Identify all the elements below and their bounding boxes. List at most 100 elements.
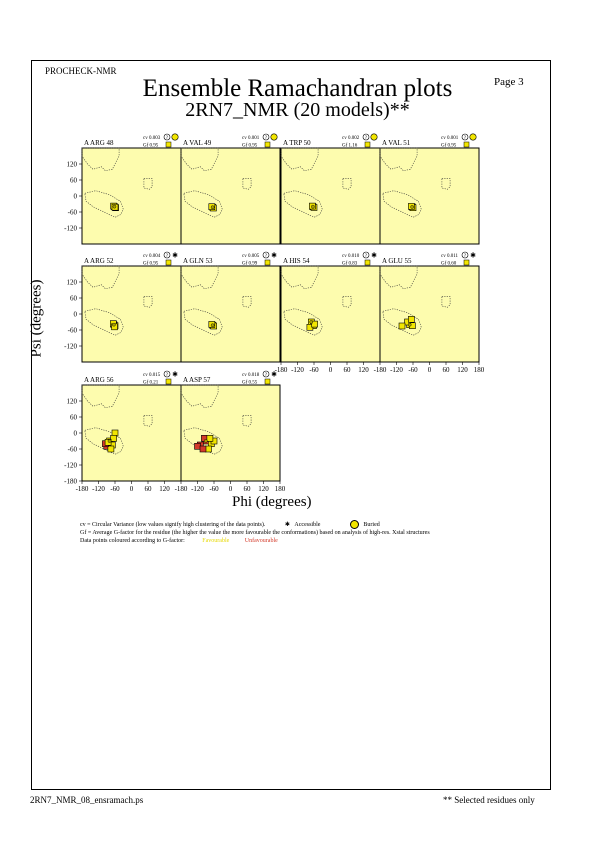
gf-label: Gf 0.83 (342, 262, 358, 267)
accessible-icon: ✱ (371, 252, 377, 260)
y-tick-label: 60 (70, 414, 78, 422)
gf-label: Gf 1.16 (342, 144, 358, 149)
panel-background (180, 384, 281, 482)
gf-colour-swatch (364, 141, 371, 148)
cv-icon (163, 251, 171, 259)
gf-label: Gf 0.95 (441, 144, 457, 149)
cv-icon-mark: ? (166, 373, 169, 378)
accessible-icon: ✱ (284, 521, 290, 528)
x-tick-label: 120 (258, 485, 269, 493)
y-tick-label: -60 (68, 209, 78, 217)
gf-label: Gf 0.55 (242, 381, 258, 386)
allowed-region-outline (183, 190, 223, 218)
residue-label: A TRP 50 (283, 139, 311, 147)
x-tick-label: -120 (291, 366, 304, 374)
legend: cv = Circular Variance (low values signi… (80, 520, 430, 545)
data-point-centre (311, 204, 315, 209)
accessible-icon: ✱ (271, 371, 277, 379)
footer-filename: 2RN7_NMR_08_ensramach.ps (30, 795, 144, 805)
y-tick-label: 0 (74, 311, 78, 319)
residue-label: A ARG 52 (84, 257, 114, 265)
allowed-region-outline (242, 178, 252, 190)
gf-label: Gf 0.99 (242, 262, 258, 267)
allowed-region-outline (280, 265, 319, 290)
x-tick-label: 60 (344, 366, 352, 374)
x-tick-label: 60 (443, 366, 451, 374)
allowed-region-outline (342, 178, 352, 190)
y-tick-label: 120 (67, 398, 78, 406)
y-tick-label: 60 (70, 295, 78, 303)
data-point (408, 315, 415, 323)
cv-label: cv 0.002 (342, 136, 360, 141)
cv-label: cv 0.018 (242, 373, 260, 378)
cv-icon-mark: ? (166, 136, 169, 141)
panel-a-val-49: A VAL 49 cv 0.001 Gf 0.95? (180, 133, 281, 245)
residue-label: A VAL 51 (382, 139, 411, 147)
allowed-region-outline (143, 415, 153, 427)
x-tick-label: -180 (175, 485, 188, 493)
y-tick-label: -60 (68, 446, 78, 454)
cv-icon-mark: ? (265, 373, 268, 378)
x-tick-label: 0 (329, 366, 333, 374)
panel-a-arg-48: A ARG 48 cv 0.003 Gf 0.95? (81, 133, 182, 245)
cv-label: cv 0.011 (441, 254, 459, 259)
gf-colour-swatch (264, 259, 271, 266)
footer-note: ** Selected residues only (443, 795, 535, 805)
legend-favourable: Favourable (202, 538, 230, 544)
y-tick-label: 120 (67, 161, 78, 169)
allowed-region-outline (379, 147, 418, 172)
panel-a-glu-55: A GLU 55 cv 0.011 Gf 0.60? ✱ (379, 251, 480, 363)
x-tick-label: 60 (244, 485, 252, 493)
data-point (398, 322, 406, 330)
allowed-region-outline (283, 190, 323, 218)
x-tick-label: 0 (428, 366, 432, 374)
buried-icon (270, 133, 278, 141)
page-subtitle: 2RN7_NMR (20 models)** (185, 99, 410, 121)
cv-icon (163, 370, 171, 378)
y-tick-label: -180 (64, 478, 77, 486)
panel-a-val-51: A VAL 51 cv 0.001 Gf 0.95? (379, 133, 480, 245)
cv-icon-mark: ? (464, 254, 467, 259)
data-point (194, 442, 201, 450)
buried-icon (349, 520, 359, 529)
x-tick-label: -180 (76, 485, 89, 493)
panel-background (180, 147, 281, 245)
page-title: Ensemble Ramachandran plots (142, 75, 453, 102)
data-point (206, 434, 214, 442)
panel-background (180, 265, 281, 363)
x-tick-label: 0 (130, 485, 134, 493)
gf-colour-swatch (463, 141, 470, 148)
data-point-centre (107, 439, 112, 443)
x-tick-label: -60 (110, 485, 120, 493)
allowed-region-outline (81, 265, 120, 290)
panel-a-arg-56: A ARG 56 cv 0.015 Gf 0.21? ✱ (81, 370, 182, 482)
allowed-region-outline (382, 308, 422, 336)
y-tick-label: -120 (64, 343, 77, 351)
legend-cv-text: cv = Circular Variance (low values signi… (80, 521, 266, 528)
cv-label: cv 0.010 (342, 254, 360, 259)
panel-background (379, 147, 480, 245)
cv-icon (262, 251, 270, 259)
gf-label: Gf 0.95 (143, 144, 159, 149)
data-point (110, 434, 117, 442)
accessible-icon: ✱ (172, 371, 178, 379)
legend-line-2: Gf = Average G-factor for the residue (t… (80, 530, 430, 536)
allowed-region-outline (180, 384, 219, 409)
legend-line-1: cv = Circular Variance (low values signi… (80, 520, 430, 529)
buried-icon (370, 133, 378, 141)
cv-icon (461, 251, 469, 259)
y-tick-label: 0 (74, 193, 78, 201)
cv-icon-mark: ? (464, 136, 467, 141)
panel-a-asp-57: A ASP 57 cv 0.018 Gf 0.55? ✱ (180, 371, 281, 482)
gf-colour-swatch (364, 259, 371, 266)
data-point-centre (112, 322, 116, 327)
cv-icon (362, 251, 370, 259)
accessible-icon: ✱ (172, 252, 178, 260)
data-point-centre (210, 205, 215, 209)
page-frame (31, 60, 551, 790)
data-point (107, 445, 115, 453)
cv-label: cv 0.005 (242, 254, 260, 259)
panel-background (81, 147, 182, 245)
cv-label: cv 0.004 (143, 254, 161, 259)
accessible-icon: ✱ (271, 252, 277, 260)
